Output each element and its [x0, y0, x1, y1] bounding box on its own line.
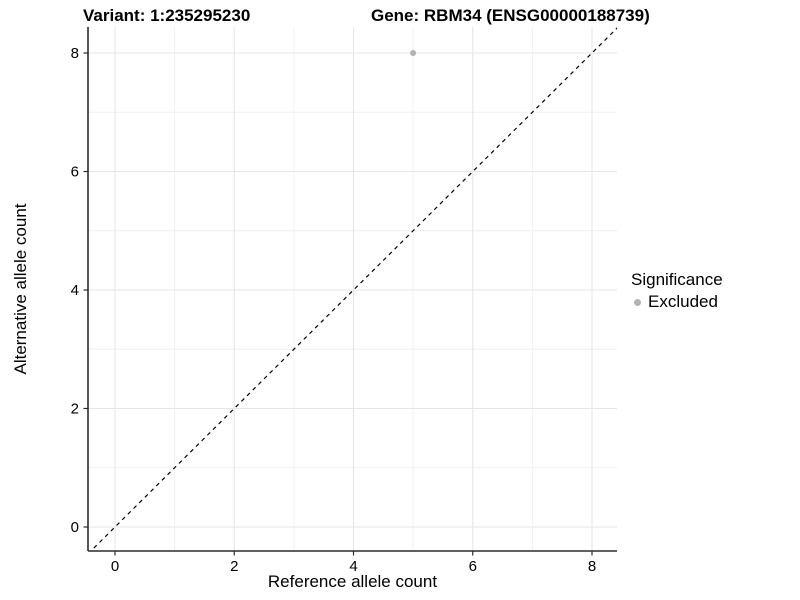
gene-title: Gene: RBM34 (ENSG00000188739)	[371, 6, 650, 25]
y-tick-label: 4	[71, 282, 79, 299]
y-axis-label: Alternative allele count	[11, 203, 30, 375]
x-tick-label: 4	[349, 558, 357, 575]
x-tick-label: 2	[230, 558, 238, 575]
variant-title: Variant: 1:235295230	[83, 6, 251, 25]
y-tick-label: 8	[71, 45, 79, 62]
x-axis-label: Reference allele count	[267, 572, 438, 591]
legend-title: Significance	[631, 270, 723, 289]
y-tick-label: 2	[71, 401, 79, 418]
x-tick-label: 0	[111, 558, 119, 575]
data-point	[410, 50, 417, 56]
legend-entry-excluded: Excluded	[631, 292, 723, 312]
y-tick-label: 6	[71, 164, 79, 181]
legend-entry-label: Excluded	[648, 292, 718, 311]
x-tick-label: 6	[469, 558, 477, 575]
y-tick-label: 0	[71, 519, 79, 536]
excluded-point-icon	[634, 298, 641, 306]
legend: Significance Excluded	[631, 270, 723, 312]
x-tick-label: 8	[588, 558, 596, 575]
